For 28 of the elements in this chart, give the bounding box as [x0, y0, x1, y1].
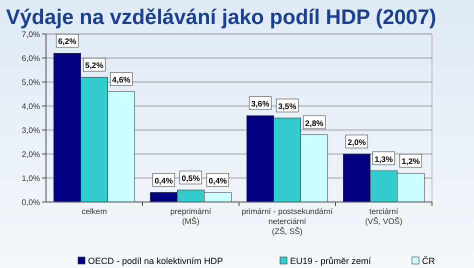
- legend-label: OECD - podíl na kolektivním HDP: [88, 256, 224, 266]
- x-tick-label: celkem: [82, 207, 108, 216]
- data-label: 5,2%: [85, 61, 104, 70]
- y-tick-label: 0,0%: [22, 198, 40, 207]
- data-label: 2,8%: [305, 118, 324, 128]
- data-label: 0,4%: [208, 176, 227, 186]
- y-tick-label: 5,0%: [22, 78, 40, 87]
- data-label: 6,2%: [58, 37, 76, 46]
- data-label: 1,2%: [402, 157, 420, 166]
- y-tick-label: 1,0%: [22, 174, 40, 183]
- data-label: 0,4%: [154, 176, 173, 186]
- x-tick-label: terciární (VŠ, VOŠ): [365, 207, 403, 226]
- chart-title: Výdaje na vzdělávání jako podíl HDP (2007): [6, 6, 436, 29]
- data-label: 4,6%: [112, 76, 130, 85]
- data-label: 3,5%: [278, 102, 296, 111]
- x-tick-label: preprimární (MŠ): [170, 207, 212, 226]
- y-tick-label: 3,0%: [22, 126, 40, 135]
- y-tick-label: 4,0%: [22, 102, 40, 111]
- data-label: 0,5%: [182, 174, 200, 183]
- y-tick-label: 6,0%: [22, 54, 40, 63]
- x-tick-label: primární - postsekundární neterciární (ZŠ, SŠ): [242, 207, 334, 236]
- data-label: 3,6%: [251, 100, 270, 109]
- legend-label: EU19 - průměr zemí: [290, 256, 372, 266]
- data-label: 2,0%: [348, 138, 366, 147]
- y-tick-label: 7,0%: [22, 30, 40, 39]
- y-tick-label: 2,0%: [22, 150, 40, 159]
- legend-label: ČR: [422, 256, 436, 266]
- data-label: 1,3%: [374, 154, 393, 164]
